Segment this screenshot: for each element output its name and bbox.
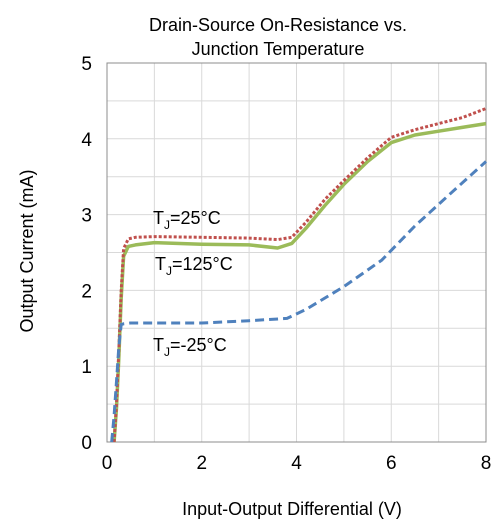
series-label: TJ=25°C <box>153 208 221 232</box>
plot-frame <box>106 62 487 443</box>
chart-title-line2: Junction Temperature <box>192 39 365 59</box>
y-tick-label: 5 <box>81 54 92 75</box>
series-label-value: =-25°C <box>170 335 227 355</box>
y-tick-label: 2 <box>81 281 92 302</box>
series <box>110 107 488 443</box>
x-tick-label: 6 <box>386 453 397 474</box>
series-line-125C <box>112 121 487 443</box>
y-tick-label: 3 <box>81 206 92 227</box>
series-label-subscript: J <box>166 264 172 278</box>
y-axis-label: Output Current (mA) <box>17 169 37 332</box>
series-line-25C <box>112 107 487 443</box>
x-tick-label: 8 <box>481 453 492 474</box>
x-tick-label: 0 <box>102 453 113 474</box>
y-tick-label: 0 <box>81 433 92 454</box>
series-label-subscript: J <box>164 218 170 232</box>
x-tick-label: 2 <box>196 453 207 474</box>
y-tick-label: 4 <box>81 130 92 151</box>
series-label-main: T <box>153 335 164 355</box>
chart-title-line1: Drain-Source On-Resistance vs. <box>149 15 407 35</box>
series-line--25C <box>110 160 488 443</box>
grid <box>107 63 486 442</box>
x-axis-label: Input-Output Differential (V) <box>182 499 402 519</box>
series-annotations: TJ=25°CTJ=125°CTJ=-25°C <box>153 208 233 359</box>
x-tick-label: 4 <box>291 453 302 474</box>
series-label-value: =25°C <box>170 208 221 228</box>
tick-labels: 0 2 4 6 8 0 1 2 3 4 5 <box>81 54 491 474</box>
series-label-subscript: J <box>164 345 170 359</box>
series-label: TJ=125°C <box>155 254 233 278</box>
series-label-value: =125°C <box>172 254 233 274</box>
y-tick-label: 1 <box>81 357 92 378</box>
series-label-main: T <box>153 208 164 228</box>
series-label: TJ=-25°C <box>153 335 227 359</box>
series-label-main: T <box>155 254 166 274</box>
